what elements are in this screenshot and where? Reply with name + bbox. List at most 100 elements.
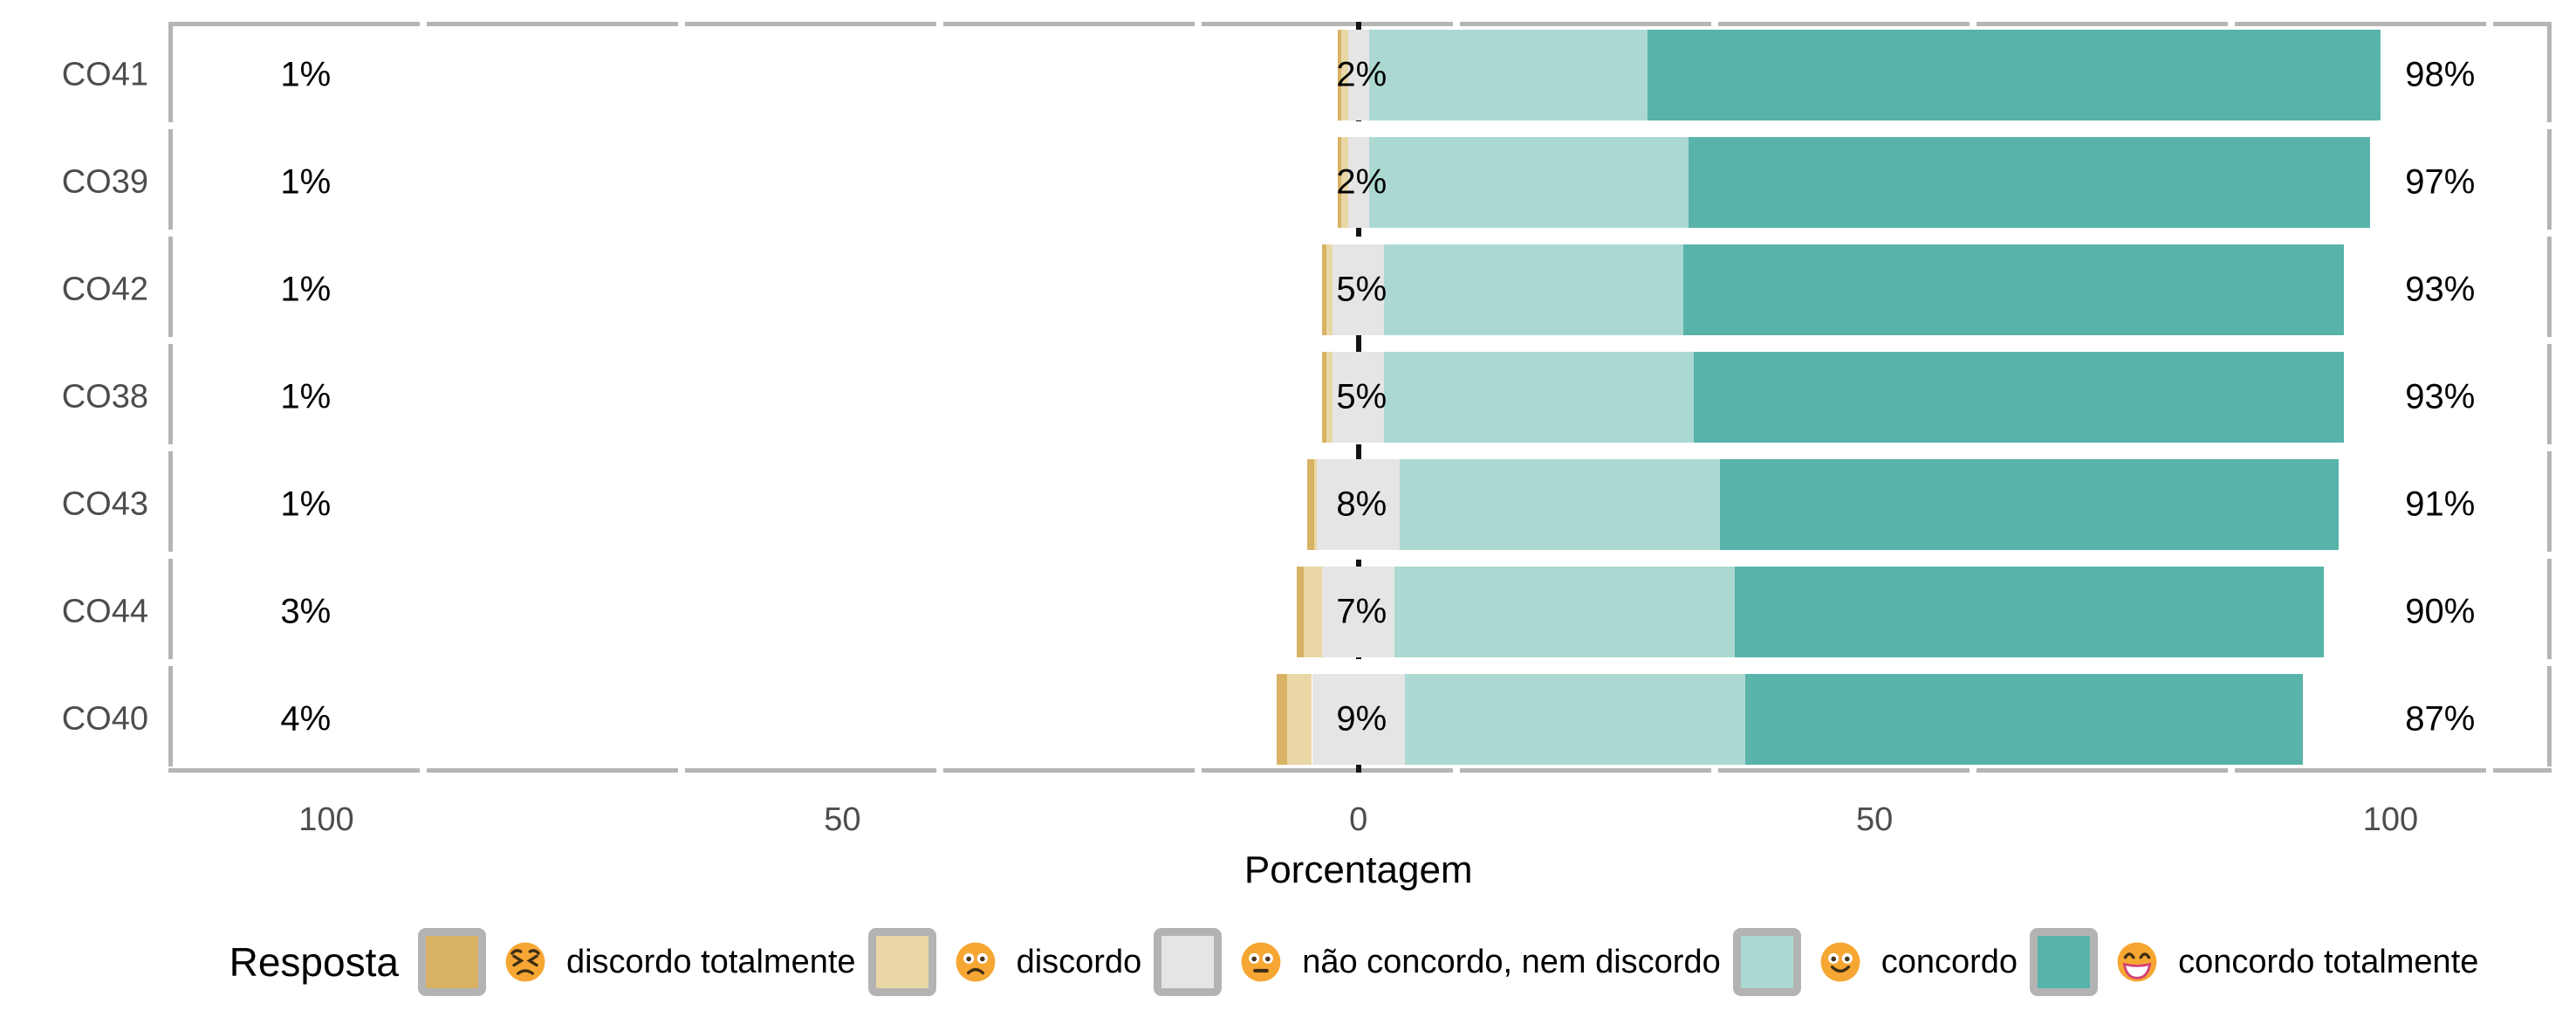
category-label: CO42 <box>61 271 148 308</box>
bar-row <box>168 244 2552 336</box>
legend-item: concordo <box>1732 928 2018 996</box>
legend-swatch <box>417 928 486 996</box>
bar-row <box>168 352 2552 443</box>
bar-segment-discordo-totalmente <box>1306 458 1314 550</box>
bar-segment-concordo-totalmente <box>1647 30 2381 121</box>
emoji-persevering-face-icon <box>504 940 547 984</box>
bar-center-label: 5% <box>1336 270 1387 309</box>
bar-left-label: 4% <box>280 699 332 739</box>
bar-segment-n-o-concordo-nem-discordo <box>1333 352 1385 443</box>
bar-right-label: 93% <box>2405 270 2476 309</box>
legend-item-label: discordo <box>1016 943 1142 980</box>
bar-segment-discordo <box>1340 137 1348 229</box>
bar-center-label: 2% <box>1336 162 1387 202</box>
bar-row <box>168 566 2552 657</box>
bar-segment-n-o-concordo-nem-discordo <box>1347 137 1369 229</box>
legend-item: discordo <box>867 928 1142 996</box>
bar-center-label: 5% <box>1336 377 1387 416</box>
bar-left-label: 1% <box>280 55 332 94</box>
bar-right-label: 93% <box>2405 377 2476 416</box>
bar-segment-n-o-concordo-nem-discordo <box>1312 673 1405 765</box>
bar-segment-concordo-totalmente <box>1719 458 2340 550</box>
bar-left-label: 3% <box>280 592 332 631</box>
bar-segment-discordo-totalmente <box>1322 244 1327 336</box>
bar-segment-discordo <box>1287 673 1312 765</box>
bar-segment-concordo-totalmente <box>1694 352 2345 443</box>
bar-center-label: 8% <box>1336 485 1387 524</box>
bar-left-label: 1% <box>280 485 332 524</box>
bar-segment-concordo-totalmente <box>1735 566 2324 657</box>
x-axis-title: Porcentagem <box>1243 849 1473 891</box>
legend-item: discordo totalmente <box>417 928 856 996</box>
legend-item-label: concordo totalmente <box>2178 943 2479 980</box>
legend-item-label: discordo totalmente <box>565 943 856 980</box>
bar-right-label: 87% <box>2405 699 2476 739</box>
category-label: CO43 <box>61 485 148 523</box>
bar-segment-concordo <box>1394 566 1736 657</box>
bar-segment-concordo <box>1384 244 1684 336</box>
bar-segment-n-o-concordo-nem-discordo <box>1317 458 1401 550</box>
bar-segment-discordo <box>1340 30 1348 121</box>
bar-segment-concordo <box>1400 458 1720 550</box>
bar-segment-concordo-totalmente <box>1745 673 2303 765</box>
bar-segment-discordo-totalmente <box>1338 30 1341 121</box>
bar-segment-n-o-concordo-nem-discordo <box>1322 566 1395 657</box>
category-label: CO41 <box>61 56 148 93</box>
bar-segment-concordo <box>1368 137 1689 229</box>
panel-border-right <box>2547 22 2552 773</box>
bar-center-label: 7% <box>1336 592 1387 631</box>
emoji-frowning-face-icon <box>954 940 997 984</box>
plot-panel: 1% 2% 98% 1% 2% 97% 1% 5% 93% 1% 5% 93% 1% 8% 91% 3% 7% 9… <box>168 22 2552 773</box>
category-label: CO40 <box>61 700 148 738</box>
bar-right-label: 97% <box>2405 162 2476 202</box>
bar-left-label: 1% <box>280 162 332 202</box>
legend-swatch <box>1154 928 1223 996</box>
x-tick-label: 50 <box>1855 801 1894 838</box>
bar-row <box>168 458 2552 550</box>
bar-segment-concordo-totalmente <box>1689 137 2370 229</box>
x-tick-label: 100 <box>298 801 354 838</box>
bar-center-label: 9% <box>1336 699 1387 739</box>
legend-item: não concordo, nem discordo <box>1154 928 1721 996</box>
bar-segment-concordo <box>1368 30 1648 121</box>
bar-segment-discordo-totalmente <box>1322 352 1327 443</box>
emoji-grinning-face-icon <box>2115 940 2159 984</box>
bar-segment-concordo-totalmente <box>1683 244 2345 336</box>
bar-row <box>168 30 2552 121</box>
panel-border-left <box>168 22 173 773</box>
emoji-slightly-smiling-face-icon <box>1819 940 1862 984</box>
legend-swatch <box>867 928 936 996</box>
bar-segment-concordo <box>1384 352 1695 443</box>
bar-segment-discordo-totalmente <box>1296 566 1305 657</box>
bar-left-label: 1% <box>280 270 332 309</box>
x-tick-label: 50 <box>824 801 861 838</box>
legend: Resposta discordo totalmente discordo não … <box>168 910 2552 1014</box>
bar-segment-n-o-concordo-nem-discordo <box>1333 244 1385 336</box>
bar-row <box>168 673 2552 765</box>
bar-right-label: 98% <box>2405 55 2476 94</box>
category-label: CO38 <box>61 378 148 416</box>
legend-items: discordo totalmente discordo não concordo,… <box>417 928 2490 996</box>
legend-swatch <box>2030 928 2099 996</box>
legend-item-label: concordo <box>1881 943 2018 980</box>
bar-center-label: 2% <box>1336 55 1387 94</box>
x-tick-label: 100 <box>2362 801 2419 838</box>
legend-item-label: não concordo, nem discordo <box>1302 943 1721 980</box>
legend-title: Resposta <box>229 939 399 985</box>
bar-segment-discordo <box>1304 566 1323 657</box>
legend-swatch <box>1732 928 1801 996</box>
bar-segment-discordo-totalmente <box>1338 137 1341 229</box>
bar-right-label: 90% <box>2405 592 2476 631</box>
legend-item: concordo totalmente <box>2030 928 2478 996</box>
bar-segment-concordo <box>1404 673 1746 765</box>
bar-segment-discordo <box>1326 244 1333 336</box>
bar-left-label: 1% <box>280 377 332 416</box>
emoji-neutral-face-icon <box>1239 940 1283 984</box>
bar-segment-discordo-totalmente <box>1277 673 1288 765</box>
x-tick-label: 0 <box>1349 801 1368 838</box>
bar-segment-discordo <box>1326 352 1333 443</box>
bar-segment-n-o-concordo-nem-discordo <box>1347 30 1369 121</box>
category-label: CO39 <box>61 163 148 201</box>
bar-segment-discordo <box>1313 458 1318 550</box>
